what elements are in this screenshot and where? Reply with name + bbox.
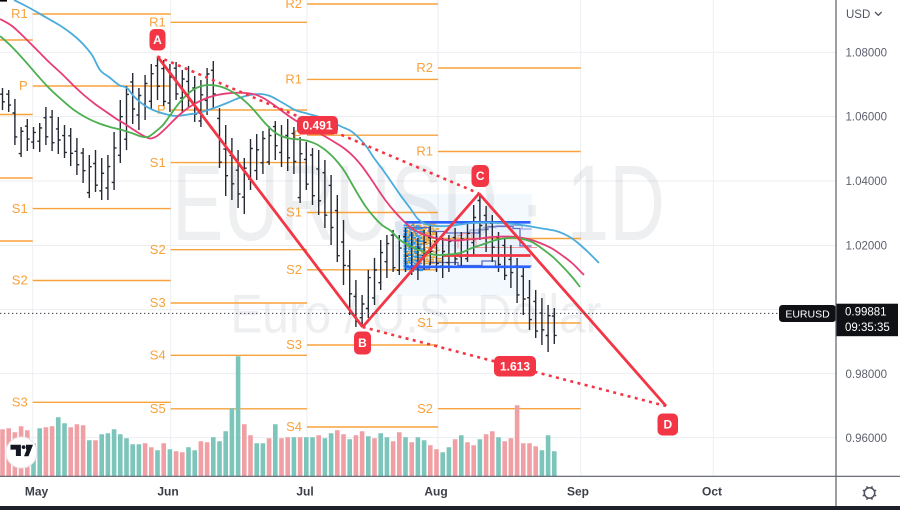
svg-text:S4: S4 bbox=[150, 348, 166, 363]
svg-text:S1: S1 bbox=[286, 205, 302, 220]
svg-text:R2: R2 bbox=[285, 0, 302, 11]
svg-text:R1: R1 bbox=[416, 144, 433, 159]
svg-text:R2: R2 bbox=[416, 60, 433, 75]
svg-text:S2: S2 bbox=[12, 273, 28, 288]
svg-text:S2: S2 bbox=[150, 242, 166, 257]
svg-text:EURUSD: EURUSD bbox=[785, 308, 830, 320]
svg-text:R1: R1 bbox=[285, 72, 302, 87]
svg-text:S1: S1 bbox=[12, 201, 28, 216]
svg-text:0.96000: 0.96000 bbox=[846, 433, 888, 445]
svg-text:0.491: 0.491 bbox=[302, 118, 332, 132]
svg-text:1.613: 1.613 bbox=[500, 359, 530, 373]
svg-text:Jul: Jul bbox=[296, 485, 313, 499]
svg-text:R1: R1 bbox=[11, 6, 28, 21]
svg-text:S2: S2 bbox=[286, 262, 302, 277]
svg-text:USD: USD bbox=[846, 9, 870, 21]
svg-text:S1: S1 bbox=[417, 315, 433, 330]
svg-text:C: C bbox=[476, 169, 485, 183]
svg-text:0.98000: 0.98000 bbox=[846, 369, 888, 381]
svg-text:A: A bbox=[153, 33, 162, 47]
svg-text:S3: S3 bbox=[150, 295, 166, 310]
svg-text:P: P bbox=[157, 102, 166, 117]
svg-text:S4: S4 bbox=[286, 419, 302, 434]
svg-text:0.99881: 0.99881 bbox=[845, 307, 887, 319]
svg-text:S1: S1 bbox=[150, 155, 166, 170]
svg-text:1.04000: 1.04000 bbox=[846, 176, 888, 188]
svg-text:1.02000: 1.02000 bbox=[846, 241, 888, 253]
svg-text:S2: S2 bbox=[417, 401, 433, 416]
svg-text:1.08000: 1.08000 bbox=[846, 48, 888, 60]
svg-text:S5: S5 bbox=[150, 401, 166, 416]
svg-text:May: May bbox=[25, 485, 49, 499]
svg-text:S3: S3 bbox=[286, 337, 302, 352]
svg-text:Sep: Sep bbox=[567, 485, 589, 499]
svg-text:S3: S3 bbox=[12, 395, 28, 410]
svg-text:R1: R1 bbox=[149, 15, 166, 30]
svg-text:Aug: Aug bbox=[424, 485, 447, 499]
svg-text:P: P bbox=[293, 127, 302, 142]
svg-text:1.06000: 1.06000 bbox=[846, 112, 888, 124]
svg-text:P: P bbox=[19, 78, 28, 93]
svg-text:09:35:35: 09:35:35 bbox=[845, 322, 890, 334]
svg-text:B: B bbox=[358, 336, 367, 350]
svg-text:Oct: Oct bbox=[702, 485, 722, 499]
svg-text:D: D bbox=[663, 418, 672, 432]
svg-text:Jun: Jun bbox=[157, 485, 178, 499]
